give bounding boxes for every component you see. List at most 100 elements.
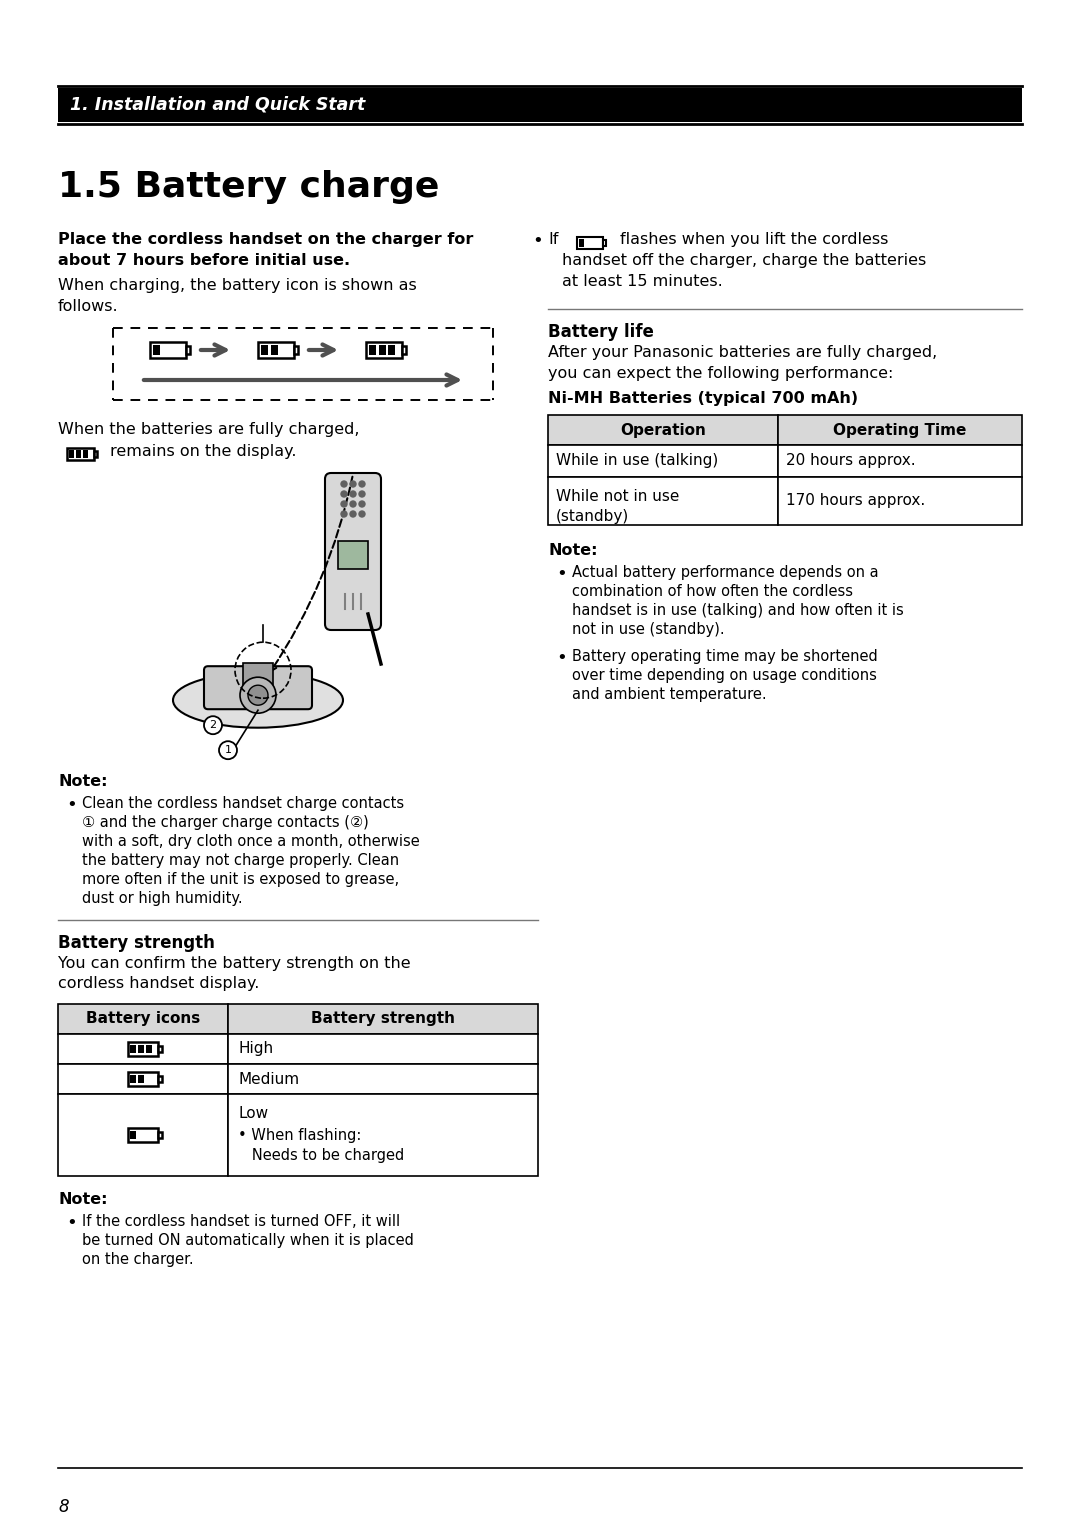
- Bar: [131, 1074, 136, 1083]
- Text: with a soft, dry cloth once a month, otherwise: with a soft, dry cloth once a month, oth…: [82, 834, 420, 850]
- Text: •: •: [532, 232, 543, 251]
- Bar: [69, 451, 75, 458]
- Bar: [58, 1034, 228, 1063]
- Text: Note:: Note:: [548, 542, 597, 558]
- Text: • When flashing:: • When flashing:: [238, 1128, 362, 1143]
- Bar: [228, 1034, 538, 1063]
- Text: be turned ON automatically when it is placed: be turned ON automatically when it is pl…: [82, 1233, 414, 1248]
- Text: combination of how often the cordless: combination of how often the cordless: [572, 584, 853, 599]
- Text: and ambient temperature.: and ambient temperature.: [572, 688, 767, 701]
- Bar: [159, 1076, 162, 1082]
- Bar: [402, 345, 406, 354]
- Circle shape: [219, 741, 237, 759]
- Text: 1: 1: [225, 746, 231, 755]
- Bar: [258, 342, 294, 358]
- Text: flashes when you lift the cordless: flashes when you lift the cordless: [620, 232, 889, 248]
- Text: handset off the charger, charge the batteries: handset off the charger, charge the batt…: [562, 254, 927, 267]
- Text: While not in use: While not in use: [556, 489, 679, 504]
- Circle shape: [350, 510, 356, 516]
- Text: 1.5 Battery charge: 1.5 Battery charge: [58, 170, 440, 205]
- Circle shape: [350, 501, 356, 507]
- Text: While in use (talking): While in use (talking): [556, 454, 718, 469]
- Circle shape: [359, 510, 365, 516]
- Circle shape: [359, 501, 365, 507]
- Bar: [83, 451, 89, 458]
- Text: •: •: [556, 649, 567, 668]
- Text: about 7 hours before initial use.: about 7 hours before initial use.: [58, 254, 350, 267]
- Circle shape: [204, 717, 222, 733]
- Text: If: If: [548, 232, 558, 248]
- Text: ① and the charger charge contacts (②): ① and the charger charge contacts (②): [82, 814, 368, 830]
- Bar: [159, 1045, 162, 1053]
- FancyBboxPatch shape: [325, 474, 381, 630]
- Text: follows.: follows.: [58, 299, 119, 313]
- Text: 1. Installation and Quick Start: 1. Installation and Quick Start: [70, 96, 365, 115]
- Text: When the batteries are fully charged,: When the batteries are fully charged,: [58, 422, 360, 437]
- Text: (standby): (standby): [556, 509, 630, 524]
- Bar: [159, 1132, 162, 1138]
- Bar: [548, 416, 778, 445]
- Bar: [94, 451, 96, 457]
- Bar: [369, 345, 376, 354]
- Bar: [261, 345, 268, 354]
- Text: more often if the unit is exposed to grease,: more often if the unit is exposed to gre…: [82, 872, 400, 886]
- Text: After your Panasonic batteries are fully charged,: After your Panasonic batteries are fully…: [548, 345, 937, 361]
- Text: remains on the display.: remains on the display.: [110, 445, 297, 458]
- Bar: [603, 240, 606, 246]
- Bar: [150, 342, 186, 358]
- Text: Place the cordless handset on the charger for: Place the cordless handset on the charge…: [58, 232, 473, 248]
- Text: Operating Time: Operating Time: [834, 423, 967, 437]
- Text: Actual battery performance depends on a: Actual battery performance depends on a: [572, 565, 879, 581]
- Circle shape: [240, 677, 276, 714]
- Bar: [58, 1063, 228, 1094]
- Circle shape: [248, 685, 268, 706]
- Bar: [131, 1045, 136, 1053]
- Bar: [153, 345, 160, 354]
- Bar: [548, 445, 778, 477]
- Text: at least 15 minutes.: at least 15 minutes.: [562, 274, 723, 289]
- Text: not in use (standby).: not in use (standby).: [572, 622, 725, 637]
- Text: 2: 2: [210, 720, 217, 730]
- Text: When charging, the battery icon is shown as: When charging, the battery icon is shown…: [58, 278, 417, 293]
- Text: the battery may not charge properly. Clean: the battery may not charge properly. Cle…: [82, 853, 400, 868]
- Text: Medium: Medium: [238, 1071, 299, 1086]
- Bar: [378, 345, 386, 354]
- Bar: [67, 448, 94, 460]
- Text: cordless handset display.: cordless handset display.: [58, 976, 259, 992]
- Bar: [131, 1131, 136, 1140]
- Bar: [228, 1094, 538, 1177]
- Bar: [186, 345, 190, 354]
- Circle shape: [359, 490, 365, 497]
- Bar: [127, 1128, 159, 1141]
- Text: 20 hours approx.: 20 hours approx.: [786, 454, 916, 469]
- Text: you can expect the following performance:: you can expect the following performance…: [548, 367, 893, 380]
- Circle shape: [350, 490, 356, 497]
- Bar: [270, 345, 278, 354]
- Text: Battery strength: Battery strength: [58, 934, 215, 952]
- Text: Battery operating time may be shortened: Battery operating time may be shortened: [572, 649, 878, 665]
- Text: Needs to be charged: Needs to be charged: [238, 1148, 404, 1163]
- Bar: [127, 1042, 159, 1056]
- Bar: [778, 477, 1022, 526]
- Bar: [778, 445, 1022, 477]
- Ellipse shape: [173, 672, 343, 727]
- Bar: [338, 541, 368, 568]
- Text: Note:: Note:: [58, 775, 108, 788]
- Text: Battery icons: Battery icons: [86, 1012, 200, 1027]
- Text: If the cordless handset is turned OFF, it will: If the cordless handset is turned OFF, i…: [82, 1215, 400, 1229]
- Bar: [243, 663, 273, 685]
- Bar: [778, 416, 1022, 445]
- Text: 8: 8: [58, 1497, 69, 1516]
- Text: Battery strength: Battery strength: [311, 1012, 455, 1027]
- Text: Clean the cordless handset charge contacts: Clean the cordless handset charge contac…: [82, 796, 404, 811]
- Circle shape: [341, 481, 347, 487]
- FancyBboxPatch shape: [204, 666, 312, 709]
- Text: Note:: Note:: [58, 1192, 108, 1207]
- Bar: [147, 1045, 152, 1053]
- Text: Operation: Operation: [620, 423, 706, 437]
- Text: •: •: [66, 796, 77, 814]
- Bar: [366, 342, 402, 358]
- Bar: [548, 477, 778, 526]
- Text: handset is in use (talking) and how often it is: handset is in use (talking) and how ofte…: [572, 604, 904, 617]
- Text: Battery life: Battery life: [548, 322, 653, 341]
